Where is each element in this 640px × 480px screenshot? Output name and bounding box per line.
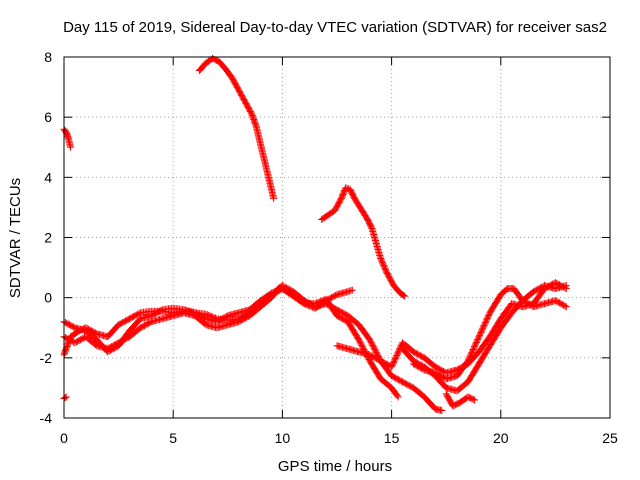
x-tick-label: 10 bbox=[275, 430, 291, 446]
x-tick-label: 5 bbox=[169, 430, 177, 446]
data-point bbox=[157, 306, 165, 314]
x-axis-ticks: 0 5 10 15 20 25 bbox=[60, 57, 618, 446]
data-point bbox=[61, 394, 69, 402]
y-axis-label: SDTVAR / TECUs bbox=[7, 178, 24, 298]
x-tick-label: 15 bbox=[384, 430, 400, 446]
data-point bbox=[342, 184, 350, 192]
data-point bbox=[344, 288, 352, 296]
y-tick-label: -2 bbox=[40, 350, 53, 366]
data-point bbox=[561, 302, 569, 310]
data-point bbox=[471, 396, 479, 404]
data-point bbox=[562, 303, 570, 311]
x-tick-label: 25 bbox=[602, 430, 618, 446]
data-point bbox=[135, 309, 143, 317]
data-point bbox=[348, 286, 356, 294]
y-tick-label: 8 bbox=[44, 49, 52, 65]
data-point bbox=[343, 184, 351, 192]
data-point bbox=[562, 282, 570, 290]
data-point bbox=[270, 194, 278, 202]
data-point bbox=[394, 393, 402, 401]
data-point bbox=[393, 392, 401, 400]
data-point bbox=[400, 291, 408, 299]
data-point bbox=[347, 287, 355, 295]
data-point bbox=[67, 143, 75, 151]
data-points bbox=[60, 55, 570, 414]
data-point bbox=[212, 314, 220, 322]
x-axis-label: GPS time / hours bbox=[278, 458, 392, 475]
chart-title: Day 115 of 2019, Sidereal Day-to-day VTE… bbox=[63, 19, 607, 36]
data-point bbox=[438, 406, 446, 414]
data-point bbox=[345, 287, 353, 295]
x-tick-label: 20 bbox=[493, 430, 509, 446]
y-tick-label: 2 bbox=[44, 230, 52, 246]
y-tick-label: 0 bbox=[44, 290, 52, 306]
x-tick-label: 0 bbox=[60, 430, 68, 446]
data-point bbox=[469, 395, 477, 403]
y-axis-ticks: -4 -2 0 2 4 6 8 bbox=[40, 49, 610, 426]
y-tick-label: 4 bbox=[44, 169, 52, 185]
y-tick-label: 6 bbox=[44, 109, 52, 125]
y-tick-label: -4 bbox=[40, 410, 53, 426]
data-point bbox=[401, 292, 409, 300]
